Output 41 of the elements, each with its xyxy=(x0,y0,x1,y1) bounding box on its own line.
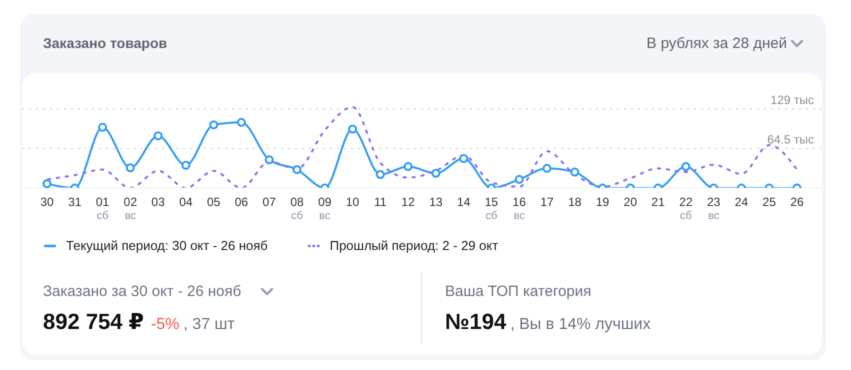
text: , Вы в 14% лучших xyxy=(510,316,651,334)
text: Ваша ТОП категория xyxy=(445,283,592,300)
y-tick-label: 129 тыс xyxy=(770,92,814,107)
x-tick-label: 25 xyxy=(762,195,776,209)
x-tick-label: 09 вс xyxy=(318,195,332,222)
x-tick-label: 15 сб xyxy=(484,195,498,222)
x-tick-label: 05 xyxy=(206,195,221,209)
x-tick-label: 01 сб xyxy=(96,195,110,222)
x-tick-label: 19 xyxy=(596,195,610,209)
x-tick-label: 12 xyxy=(401,195,416,209)
chart-title: Заказано товаров xyxy=(43,35,168,51)
x-tick-label: 24 xyxy=(734,195,748,209)
x-tick-label: 07 xyxy=(262,195,276,209)
x-tick-label: 16 вс xyxy=(512,195,526,222)
text: Заказано за 30 окт - 26 нояб xyxy=(43,283,242,300)
x-tick-label: 06 xyxy=(234,195,248,209)
x-tick-label: 26 xyxy=(790,195,804,209)
x-tick-label: 22 сб xyxy=(679,195,693,222)
x-tick-label: 30 xyxy=(40,195,54,209)
x-tick-label: 11 xyxy=(374,195,387,209)
x-tick-label: 31 xyxy=(68,195,82,209)
x-tick-label: 03 xyxy=(151,195,166,209)
chart-subtitle: В рублях за 28 дней xyxy=(646,35,787,52)
text: -5% xyxy=(150,316,180,334)
x-tick-label: 10 xyxy=(346,195,360,209)
x-tick-label: 18 xyxy=(568,195,582,209)
x-tick-label: 17 xyxy=(540,195,554,209)
x-tick-label: 23 вс xyxy=(706,195,721,222)
x-tick-label: 21 xyxy=(651,195,666,209)
x-tick-label: 04 xyxy=(179,195,193,209)
legend-label: Текущий период: 30 окт - 26 нояб xyxy=(66,238,268,253)
x-tick-label: 20 xyxy=(624,195,638,209)
x-tick-label: 02 вс xyxy=(124,195,138,222)
x-tick-label: 14 xyxy=(456,195,471,209)
x-tick-label: 13 xyxy=(429,195,443,209)
legend-label: Прошлый период: 2 - 29 окт xyxy=(330,238,498,253)
text: №194 xyxy=(445,309,506,335)
x-tick-label: 08 сб xyxy=(290,195,304,222)
text: , 37 шт xyxy=(183,316,235,334)
y-tick-label: 64.5 тыс xyxy=(767,132,814,146)
text: 892 754 ₽ xyxy=(43,309,144,335)
